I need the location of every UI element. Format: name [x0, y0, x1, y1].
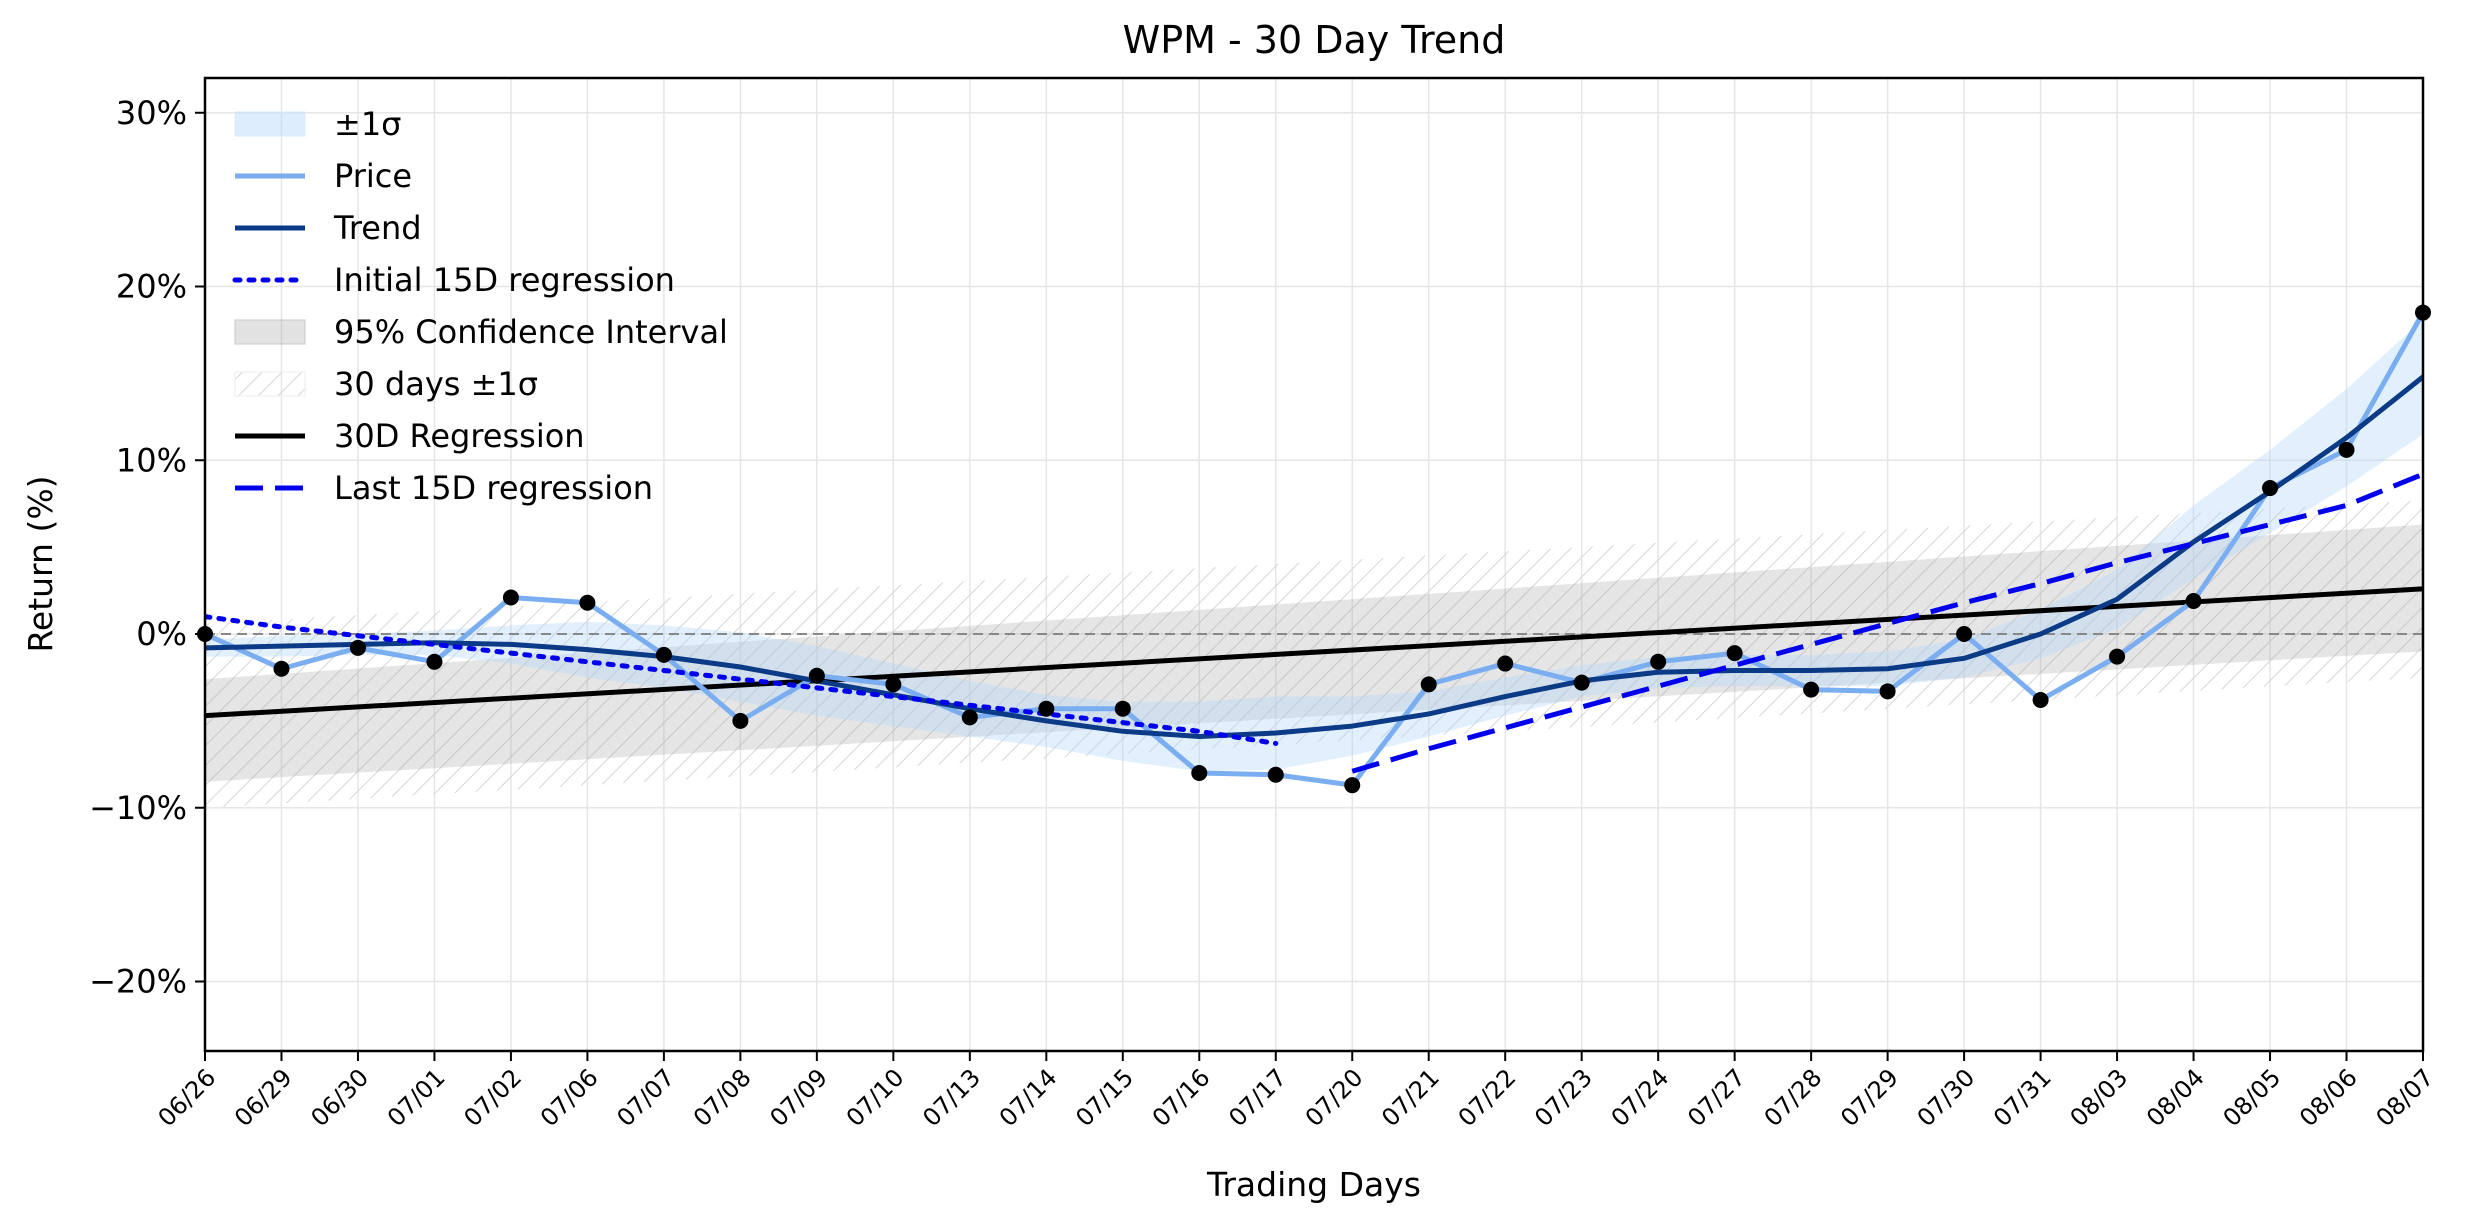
price-point — [1497, 655, 1514, 672]
plot-frame — [203, 76, 2425, 1053]
y-tick-label: 10% — [116, 441, 187, 479]
chart-title: WPM - 30 Day Trend — [1123, 18, 1506, 62]
x-tick-label: 07/21 — [1376, 1063, 1445, 1132]
x-tick-label: 07/31 — [1988, 1063, 2057, 1132]
series-lines — [205, 311, 2423, 788]
legend-swatch — [234, 319, 306, 345]
price-point — [1038, 700, 1055, 717]
x-tick-label: 07/30 — [1912, 1063, 1981, 1132]
legend-label: Initial 15D regression — [334, 261, 675, 299]
thirty-day-regression-line — [205, 586, 2423, 719]
legend-swatch — [234, 371, 306, 397]
price-point — [655, 646, 672, 663]
x-tick-label: 07/23 — [1529, 1063, 1598, 1132]
x-tick-label: 07/15 — [1070, 1063, 1139, 1132]
price-point — [2032, 692, 2049, 709]
price-point — [1879, 683, 1896, 700]
x-tick-label: 07/13 — [917, 1063, 986, 1132]
price-point — [1726, 645, 1743, 662]
price-line — [205, 311, 2423, 788]
price-point — [502, 589, 519, 606]
y-axis-label: Return (%) — [21, 475, 60, 652]
price-point — [885, 676, 902, 693]
price-point — [1420, 676, 1437, 693]
x-tick-label: 07/14 — [994, 1063, 1063, 1132]
x-tick-label: 07/20 — [1300, 1063, 1369, 1132]
price-point — [2109, 648, 2126, 665]
x-tick-label: 07/29 — [1835, 1063, 1904, 1132]
legend: ±1σ Price Trend Initial 15D regression 95% C… — [232, 105, 728, 507]
x-tick-label: 07/17 — [1223, 1063, 1292, 1132]
x-tick-label: 06/26 — [153, 1063, 222, 1132]
x-tick-label: 07/27 — [1682, 1063, 1751, 1132]
price-point — [1344, 777, 1361, 794]
x-tick-label: 07/08 — [688, 1063, 757, 1132]
x-tick-label: 07/09 — [764, 1063, 833, 1132]
x-tick-label: 08/05 — [2218, 1063, 2287, 1132]
price-markers — [197, 304, 2431, 794]
price-point — [579, 594, 596, 611]
x-tick-label: 07/22 — [1453, 1063, 1522, 1132]
x-tick-label: 08/04 — [2141, 1063, 2210, 1132]
x-tick-label: 06/29 — [229, 1063, 298, 1132]
x-tick-label: 07/24 — [1606, 1063, 1675, 1132]
price-point — [273, 660, 290, 677]
price-point — [961, 709, 978, 726]
price-point — [1267, 766, 1284, 783]
price-point — [2338, 441, 2355, 458]
last-15d-regression-line — [1351, 471, 2423, 774]
x-tick-label: 08/03 — [2065, 1063, 2134, 1132]
y-tick-label: 30% — [116, 94, 187, 132]
legend-label: 30D Regression — [334, 417, 585, 455]
price-point — [1956, 626, 1973, 642]
legend-label: 95% Confidence Interval — [334, 313, 728, 351]
price-point — [2262, 480, 2279, 497]
legend-swatch — [234, 111, 306, 137]
x-axis-label: Trading Days — [1206, 1165, 1421, 1204]
price-point — [1650, 653, 1667, 670]
price-point — [1191, 765, 1208, 781]
x-tick-label: 07/02 — [458, 1063, 527, 1132]
x-tick-label: 07/06 — [535, 1063, 604, 1132]
x-tick-label: 07/10 — [841, 1063, 910, 1132]
price-point — [732, 712, 749, 729]
price-point — [808, 667, 825, 684]
price-point — [1803, 681, 1820, 698]
legend-label: Trend — [333, 209, 422, 247]
legend-label: Price — [334, 157, 412, 195]
x-tick-label: 07/28 — [1759, 1063, 1828, 1132]
sigma-band — [205, 319, 2423, 772]
legend-label: 30 days ±1σ — [334, 365, 538, 403]
x-tick-label: 08/07 — [2371, 1063, 2440, 1132]
y-tick-label: 20% — [116, 268, 187, 306]
trend-line — [205, 374, 2423, 740]
y-tick-label: −10% — [89, 789, 187, 827]
y-tick-label: −20% — [89, 963, 187, 1001]
x-tick-label: 07/16 — [1147, 1063, 1216, 1132]
price-point — [426, 653, 443, 670]
y-tick-label: 0% — [136, 615, 187, 653]
price-point — [2185, 592, 2202, 609]
x-tick-label: 08/06 — [2294, 1063, 2363, 1132]
x-tick-label: 07/01 — [382, 1063, 451, 1132]
price-point — [349, 639, 366, 656]
x-tick-label: 06/30 — [305, 1063, 374, 1132]
legend-label: ±1σ — [334, 105, 401, 143]
legend-label: Last 15D regression — [334, 469, 653, 507]
price-point — [1573, 674, 1590, 691]
x-tick-label: 07/07 — [611, 1063, 680, 1132]
price-point — [1114, 700, 1131, 717]
initial-15d-regression-line — [205, 614, 1279, 746]
